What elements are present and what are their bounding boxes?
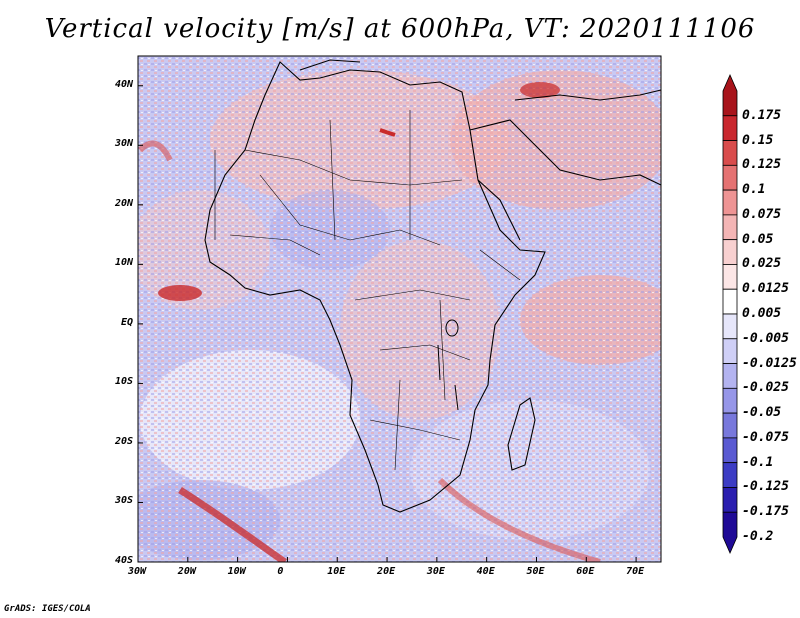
colorbar-label: 0.175 <box>742 107 782 123</box>
lat-label: 10S <box>114 376 133 388</box>
colorbar-label: -0.05 <box>742 405 782 421</box>
colorbar-label: -0.1 <box>742 454 774 470</box>
colorbar-label: 0.005 <box>742 306 782 321</box>
colorbar-swatch <box>722 214 738 241</box>
colorbar-label: 0.05 <box>742 231 774 247</box>
colorbar-swatch <box>722 511 738 554</box>
lon-tick-marks <box>137 557 637 562</box>
colorbar-label: -0.025 <box>742 380 789 396</box>
lon-label: 60E <box>576 566 595 577</box>
colorbar-label: 0.1 <box>742 182 766 198</box>
colorbar-swatch <box>722 487 738 513</box>
colorbar-swatch <box>722 313 738 340</box>
lon-label: 40E <box>476 566 495 577</box>
colorbar-label: -0.005 <box>742 330 789 346</box>
colorbar <box>722 74 738 554</box>
velocity-field <box>138 56 661 562</box>
colorbar-label: 0.125 <box>742 157 782 173</box>
lat-label: 40N <box>114 78 133 90</box>
lat-label: 30S <box>114 495 133 507</box>
lon-label: 70E <box>626 566 645 577</box>
lat-tick-marks <box>138 85 143 563</box>
lon-label: 30E <box>426 566 445 577</box>
colorbar-swatch <box>722 462 738 488</box>
lon-label: 10E <box>327 566 346 577</box>
lat-label: 20N <box>114 197 133 209</box>
colorbar-label: 0.15 <box>742 132 774 148</box>
lon-label: 10W <box>227 566 246 577</box>
coastlines <box>204 59 662 513</box>
lat-label: 40S <box>114 555 133 566</box>
colorbar-swatch <box>722 387 738 414</box>
colorbar-label: 0.075 <box>742 206 782 222</box>
colorbar-label: -0.0125 <box>742 355 797 371</box>
country-borders <box>229 110 521 471</box>
colorbar-swatch <box>722 437 738 464</box>
lat-label: 20S <box>114 435 133 447</box>
map-frame <box>137 55 662 563</box>
colorbar-swatch <box>722 412 738 439</box>
lon-label: 0 <box>277 566 284 577</box>
colorbar-swatch <box>722 189 738 216</box>
colorbar-label: -0.2 <box>742 529 774 544</box>
colorbar-label: 0.0125 <box>742 281 789 297</box>
colorbar-swatch <box>722 288 738 315</box>
colorbar-swatch <box>722 140 738 166</box>
colorbar-label: -0.125 <box>742 479 789 495</box>
map-title: Vertical velocity [m/s] at 600hPa, VT: 2… <box>44 14 756 44</box>
lon-label: 50E <box>526 566 545 577</box>
lat-label: 10N <box>114 257 133 269</box>
lon-label: 30W <box>128 566 147 577</box>
grads-credit: GrADS: IGES/COLA <box>4 604 91 614</box>
lakes <box>437 319 459 411</box>
colorbar-swatch <box>722 363 738 389</box>
colorbar-swatch <box>722 264 738 290</box>
colorbar-swatch <box>722 239 738 265</box>
colorbar-label: -0.175 <box>742 504 789 520</box>
colorbar-label: 0.025 <box>742 256 782 272</box>
colorbar-label: -0.075 <box>742 429 789 445</box>
lon-label: 20W <box>177 566 196 577</box>
lon-label: 20E <box>377 566 396 577</box>
colorbar-swatch <box>722 74 738 117</box>
colorbar-swatch <box>722 338 738 364</box>
colorbar-swatch <box>722 115 738 141</box>
colorbar-swatch <box>722 164 738 191</box>
lat-label: EQ <box>120 316 133 328</box>
lat-label: 30N <box>114 138 133 150</box>
